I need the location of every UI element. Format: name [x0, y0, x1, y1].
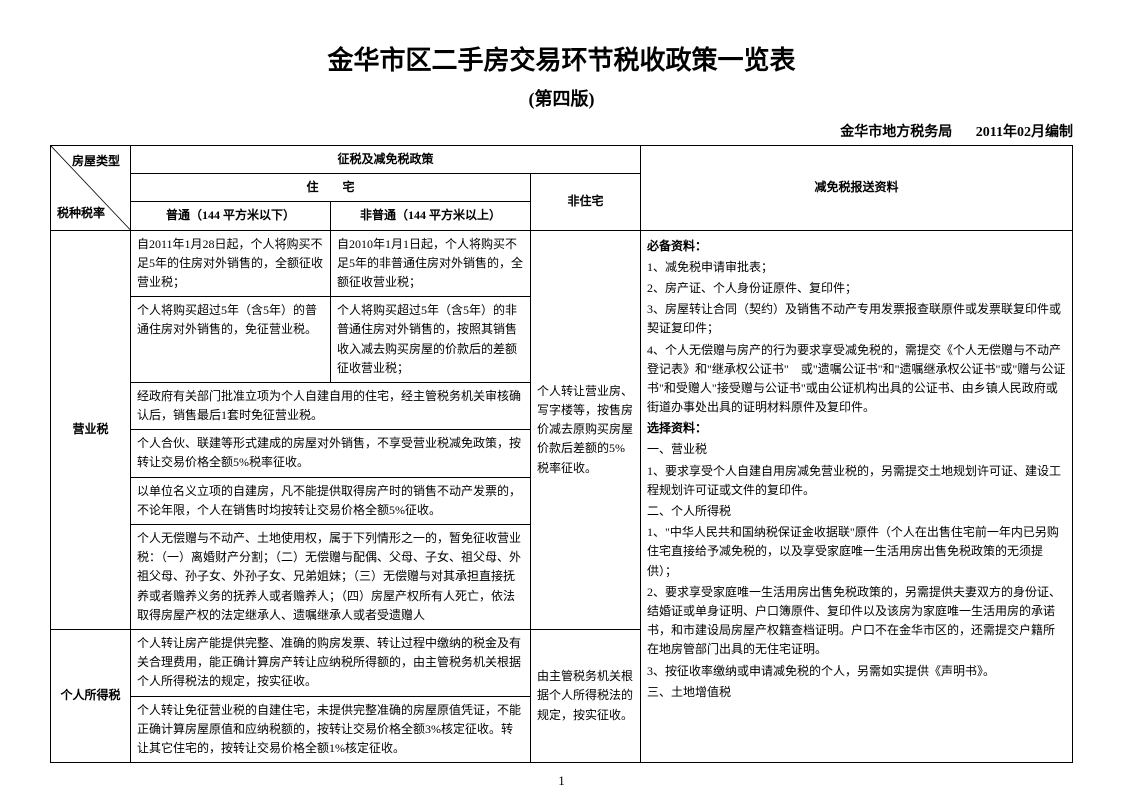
page-number: 1: [50, 773, 1073, 789]
meta-row: 金华市地方税务局 2011年02月编制: [50, 121, 1073, 141]
gerensuodeshui-label: 个人所得税: [51, 629, 131, 762]
table-cell: 自2011年1月28日起，个人将购买不足5年的住房对外销售的，全额征收营业税；: [131, 230, 331, 297]
material-item: 3、按征收率缴纳或申请减免税的个人，另需如实提供《声明书》。: [647, 662, 1066, 681]
table-cell: 个人无偿赠与不动产、土地使用权，属于下列情形之一的，暂免征收营业税：（一）离婚财…: [131, 525, 531, 630]
xuanze-title: 选择资料：: [647, 419, 1066, 438]
material-item: 1、要求享受个人自建自用房减免营业税的，另需提交土地规划许可证、建设工程规划许可…: [647, 462, 1066, 500]
feiputong-header: 非普通（144 平方米以上）: [331, 202, 531, 230]
material-section: 二、个人所得税: [647, 502, 1066, 521]
table-cell: 个人合伙、联建等形式建成的房屋对外销售，不享受营业税减免政策，按转让交易价格全额…: [131, 430, 531, 477]
feizhuzhai-header: 非住宅: [531, 174, 641, 230]
material-item: 2、要求享受家庭唯一生活用房出售免税政策的，另需提供夫妻双方的身份证、结婚证或单…: [647, 583, 1066, 660]
materials-cell: 必备资料： 1、减免税申请审批表； 2、房产证、个人身份证原件、复印件； 3、房…: [641, 230, 1073, 763]
policy-table: 房屋类型 税种税率 征税及减免税政策 减免税报送资料 住 宅 非住宅 普通（14…: [50, 145, 1073, 763]
materials-header: 减免税报送资料: [641, 146, 1073, 231]
page-subtitle: (第四版): [50, 85, 1073, 111]
policy-header: 征税及减免税政策: [131, 146, 641, 174]
table-cell: 个人将购买超过5年（含5年）的非普通住房对外销售的，按照其销售收入减去购买房屋的…: [331, 297, 531, 383]
material-section: 一、营业税: [647, 440, 1066, 459]
material-item: 2、房产证、个人身份证原件、复印件；: [647, 279, 1066, 298]
material-item: 4、个人无偿赠与房产的行为要求享受减免税的，需提交《个人无偿赠与不动产登记表》和…: [647, 341, 1066, 418]
yingyeshui-label: 营业税: [51, 230, 131, 629]
diagonal-header-cell: 房屋类型 税种税率: [51, 146, 131, 231]
compiled-date: 2011年02月编制: [976, 125, 1073, 140]
zhuzhai-header: 住 宅: [131, 174, 531, 202]
material-item: 3、房屋转让合同（契约）及销售不动产专用发票报查联原件或发票联复印件或契证复印件…: [647, 300, 1066, 338]
table-cell: 由主管税务机关根据个人所得税法的规定，按实征收。: [531, 629, 641, 762]
table-cell: 个人转让营业房、写字楼等，按售房价减去原购买房屋价款后差额的5%税率征收。: [531, 230, 641, 629]
page-title: 金华市区二手房交易环节税收政策一览表: [50, 40, 1073, 77]
table-cell: 经政府有关部门批准立项为个人自建自用的住宅，经主管税务机关审核确认后，销售最后1…: [131, 382, 531, 429]
table-cell: 个人转让免征营业税的自建住宅，未提供完整准确的房屋原值凭证，不能正确计算房屋原值…: [131, 696, 531, 763]
material-section: 三、土地增值税: [647, 683, 1066, 702]
table-cell: 自2010年1月1日起，个人将购买不足5年的非普通住房对外销售的，全额征收营业税…: [331, 230, 531, 297]
material-item: 1、"中华人民共和国纳税保证金收据联"原件（个人在出售住宅前一年内已另购住宅直接…: [647, 523, 1066, 581]
putong-header: 普通（144 平方米以下）: [131, 202, 331, 230]
diag-top-label: 房屋类型: [72, 152, 120, 171]
authority-label: 金华市地方税务局: [840, 125, 952, 140]
table-cell: 个人转让房产能提供完整、准确的购房发票、转让过程中缴纳的税金及有关合理费用，能正…: [131, 629, 531, 696]
diag-bottom-label: 税种税率: [57, 204, 105, 223]
bibei-title: 必备资料：: [647, 237, 1066, 256]
table-cell: 个人将购买超过5年（含5年）的普通住房对外销售的，免征营业税。: [131, 297, 331, 383]
table-cell: 以单位名义立项的自建房，凡不能提供取得房产时的销售不动产发票的，不论年限，个人在…: [131, 477, 531, 524]
material-item: 1、减免税申请审批表；: [647, 258, 1066, 277]
